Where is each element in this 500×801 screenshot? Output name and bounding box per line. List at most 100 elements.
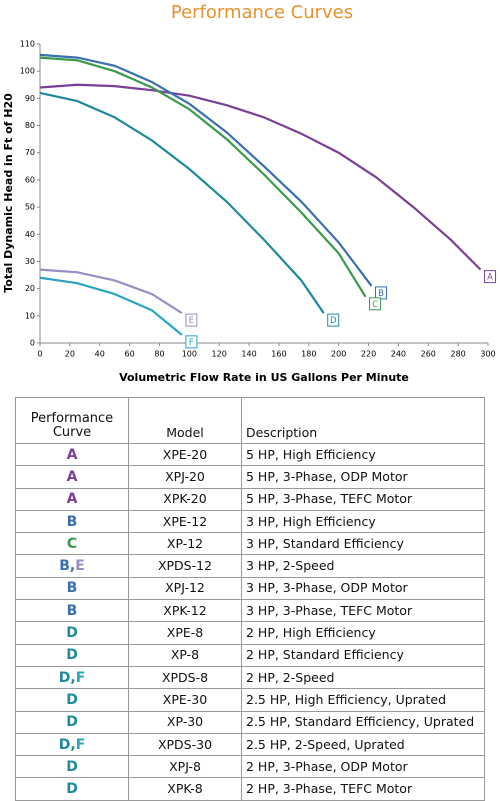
x-tick-label: 240 [391,350,406,359]
curve-cell: C [15,532,129,556]
table-row: A XPK-20 5 HP, 3-Phase, TEFC Motor [15,487,485,511]
y-tick-label: 70 [25,148,35,157]
model-cell: XP-30 [128,710,242,734]
model-cell: XPK-8 [128,777,242,801]
model-cell: XP-8 [128,643,242,667]
curve-cell: D,F [15,732,129,757]
description-cell: 2.5 HP, High Efficiency, Uprated [241,688,485,712]
x-tick-label: 60 [125,350,135,359]
curve-cell: A [15,487,129,511]
y-tick-label: 90 [25,94,35,103]
curve-label-box [369,297,382,311]
model-table: Performance Curve Model Description A XPE-2… [15,397,485,801]
description-cell: 2 HP, 3-Phase, ODP Motor [241,755,485,779]
curve [39,276,183,336]
table-row: D XPJ-8 2 HP, 3-Phase, ODP Motor [15,755,485,779]
y-tick-label: 50 [25,203,35,212]
table-row: D,F XPDS-30 2.5 HP, 2-Speed, Uprated [15,732,485,757]
curve [39,53,373,287]
model-cell: XPE-12 [128,509,242,534]
x-tick-label: 0 [37,350,42,359]
curve [39,91,325,314]
curve-cell: A [15,465,129,489]
y-tick-label: 110 [20,40,35,49]
description-cell: 3 HP, 3-Phase, TEFC Motor [241,599,485,623]
description-cell: 5 HP, 3-Phase, ODP Motor [241,465,485,489]
table-row: B XPE-12 3 HP, High Efficiency [15,509,485,534]
x-tick-label: 280 [450,350,465,359]
y-tick-label: 20 [25,284,35,293]
description-cell: 2 HP, 3-Phase, TEFC Motor [241,777,485,801]
curve-cell: D [15,710,129,734]
x-tick-label: 160 [271,350,286,359]
x-tick-label: 180 [301,350,316,359]
y-axis-label: Total Dynamic Head in Ft of H20 [2,93,15,293]
model-cell: XPDS-30 [128,732,242,757]
header-cell: Model [128,397,242,444]
x-tick-label: 300 [480,350,495,359]
model-cell: XP-12 [128,532,242,556]
description-cell: 5 HP, 3-Phase, TEFC Motor [241,487,485,511]
curve-cell: D [15,643,129,667]
y-tick-label: 30 [25,257,35,266]
curve-label: B [378,289,384,299]
curve-cell: D [15,688,129,712]
table-row: B,E XPDS-12 3 HP, 2-Speed [15,554,485,578]
curve-label: C [372,300,378,310]
y-tick-label: 100 [20,67,35,76]
description-cell: 3 HP, High Efficiency [241,509,485,534]
model-cell: XPJ-12 [128,576,242,601]
model-cell: XPJ-8 [128,755,242,779]
table-row: D,F XPDS-8 2 HP, 2-Speed [15,665,485,690]
curve-cell: D [15,755,129,779]
x-tick-label: 220 [361,350,376,359]
table-row: B XPJ-12 3 HP, 3-Phase, ODP Motor [15,576,485,601]
x-axis-label: Volumetric Flow Rate in US Gallons Per M… [119,371,409,384]
curve-cell: A [15,442,129,467]
table-row: D XPE-8 2 HP, High Efficiency [15,621,485,645]
x-tick-label: 100 [182,350,197,359]
x-tick-label: 260 [421,350,436,359]
x-tick-label: 20 [65,350,75,359]
model-cell: XPE-30 [128,688,242,712]
curve-label: A [487,273,493,283]
x-tick-label: 140 [241,350,256,359]
table-row: D XP-8 2 HP, Standard Efficiency [15,643,485,667]
curve-label: F [189,338,194,348]
x-tick-label: 40 [95,350,105,359]
x-tick-label: 80 [154,350,164,359]
x-tick-label: 120 [212,350,227,359]
curve-label-box [327,313,340,327]
description-cell: 3 HP, 3-Phase, ODP Motor [241,576,485,601]
table-row: C XP-12 3 HP, Standard Efficiency [15,532,485,556]
curve-cell: B [15,509,129,534]
model-cell: XPK-20 [128,487,242,511]
description-cell: 5 HP, High Efficiency [241,442,485,467]
description-cell: 3 HP, 2-Speed [241,554,485,578]
chart-title: Performance Curves [171,2,353,23]
description-cell: 2.5 HP, 2-Speed, Uprated [241,732,485,757]
model-cell: XPDS-8 [128,665,242,690]
y-tick-label: 40 [25,230,35,239]
table-row: B XPK-12 3 HP, 3-Phase, TEFC Motor [15,599,485,623]
curve-cell: B [15,576,129,601]
curve-cell: D [15,621,129,645]
curve-cell: D,F [15,665,129,690]
curve [39,56,367,298]
curve-cell: D [15,777,129,801]
model-cell: XPK-12 [128,599,242,623]
header-row: Performance Curve Model Description [15,397,485,444]
y-tick-label: 80 [25,121,35,130]
table-row: D XPK-8 2 HP, 3-Phase, TEFC Motor [15,777,485,801]
curve-cell: B [15,599,129,623]
description-cell: 2 HP, High Efficiency [241,621,485,645]
header-cell: Description [241,397,485,444]
curve-cell: B,E [15,554,129,578]
curve [39,268,183,315]
table-row: D XPE-30 2.5 HP, High Efficiency, Uprated [15,688,485,712]
y-tick-label: 60 [25,175,35,184]
curve-label-box [185,313,198,327]
model-cell: XPE-8 [128,621,242,645]
model-cell: XPE-20 [128,442,242,467]
